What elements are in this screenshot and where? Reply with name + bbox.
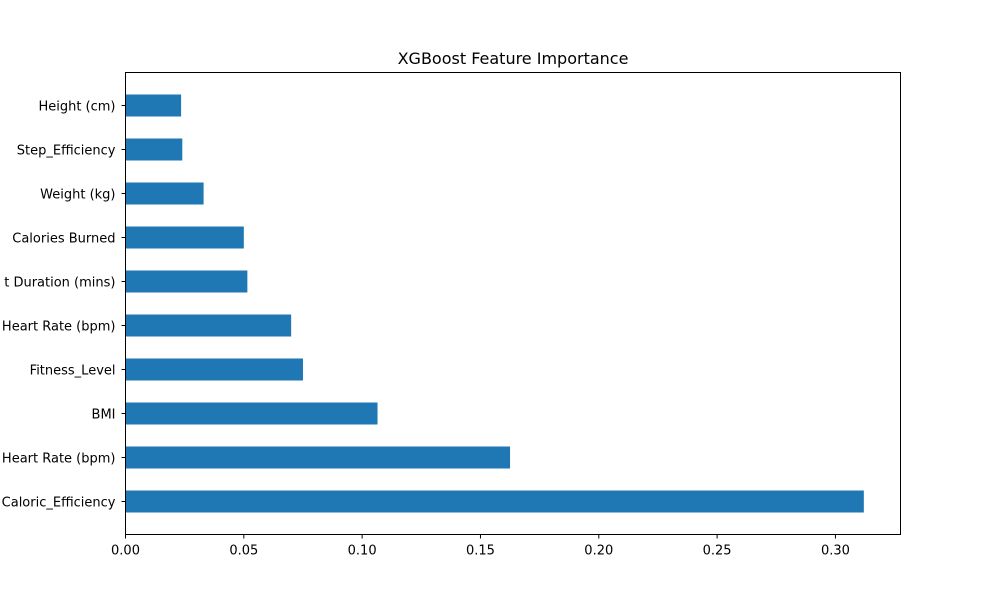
bar — [125, 226, 244, 249]
bar — [125, 138, 183, 161]
y-tick-label: BMI — [92, 408, 116, 423]
y-tick-label: Heart Rate (bpm) — [2, 320, 116, 335]
bar — [125, 402, 378, 425]
x-tick-label: 0.10 — [348, 544, 377, 559]
bar — [125, 182, 204, 205]
y-tick-label: Step_Efficiency — [17, 144, 116, 159]
y-tick-label: Calories Burned — [12, 232, 115, 247]
y-tick-label: t Duration (mins) — [4, 276, 115, 291]
bar — [125, 94, 182, 117]
bar — [125, 446, 511, 469]
y-axis: Height (cm) Step_Efficiency Weight (kg) Cal… — [2, 100, 126, 511]
chart-title: XGBoost Feature Importance — [398, 49, 629, 68]
x-tick-label: 0.30 — [821, 544, 850, 559]
y-tick-label: Caloric_Efficiency — [2, 496, 116, 511]
plot-frame — [125, 72, 901, 535]
x-axis: 0.00 0.05 0.10 0.15 0.20 0.25 0.30 — [111, 534, 850, 559]
bar — [125, 358, 303, 381]
y-tick-label: Fitness_Level — [30, 364, 116, 379]
x-tick-label: 0.25 — [703, 544, 732, 559]
y-tick-label: Height (cm) — [38, 100, 115, 115]
bars-layer — [125, 94, 864, 513]
y-tick-label: Heart Rate (bpm) — [2, 452, 116, 467]
x-tick-label: 0.00 — [111, 544, 140, 559]
bar — [125, 270, 248, 293]
x-tick-label: 0.05 — [229, 544, 258, 559]
bar — [125, 314, 292, 337]
x-tick-label: 0.20 — [584, 544, 613, 559]
bar — [125, 490, 864, 513]
y-tick-label: Weight (kg) — [40, 188, 115, 203]
x-tick-label: 0.15 — [466, 544, 495, 559]
